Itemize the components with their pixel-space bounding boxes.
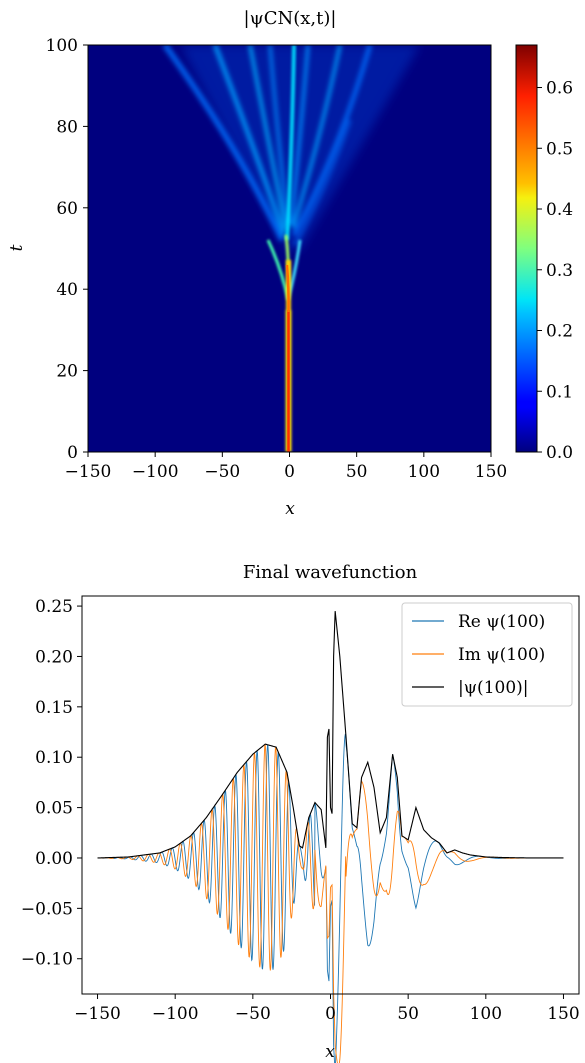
heatmap-y-tick-label: 100 xyxy=(46,36,78,56)
line-plot-x-tick-label: 0 xyxy=(325,1004,336,1024)
heatmap-x-tick-label: −50 xyxy=(204,462,240,482)
heatmap-x-label: x xyxy=(285,499,295,519)
line-plot-x-label: x xyxy=(325,1042,335,1062)
heatmap-x-tick-label: −100 xyxy=(132,462,179,482)
colorbar-tick-label: 0.2 xyxy=(546,322,573,342)
heatmap-y-tick-label: 20 xyxy=(56,362,78,382)
line-plot-x-tick-label: −50 xyxy=(235,1004,271,1024)
line-plot-series xyxy=(97,611,564,1063)
colorbar-tick-label: 0.3 xyxy=(546,261,573,281)
line-plot-y-tick-label: 0.05 xyxy=(35,799,73,819)
line-abs-psi xyxy=(97,611,564,859)
heatmap-x-ticks: −150 −100 −50 0 50 100 150 xyxy=(65,452,507,482)
colorbar-tick-label: 0.4 xyxy=(546,200,573,220)
heatmap-panel: |ψCN(x,t)| xyxy=(7,8,573,519)
heatmap-x-tick-label: 50 xyxy=(346,462,368,482)
line-plot-legend: Re ψ(100) Im ψ(100) |ψ(100)| xyxy=(401,602,573,707)
colorbar-ticks: 0.0 0.1 0.2 0.3 0.4 0.5 0.6 xyxy=(537,79,573,463)
heatmap-y-label: t xyxy=(7,244,27,251)
heatmap-x-tick-label: 100 xyxy=(408,462,440,482)
heatmap-title: |ψCN(x,t)| xyxy=(244,8,337,29)
colorbar-gradient xyxy=(516,45,537,452)
heatmap-upper-peak xyxy=(285,264,290,313)
heatmap-x-tick-label: 150 xyxy=(475,462,507,482)
line-plot-y-tick-label: −0.05 xyxy=(21,899,73,919)
legend-frame xyxy=(401,602,573,707)
colorbar-tick-label: 0.5 xyxy=(546,139,573,159)
line-plot-x-tick-label: 100 xyxy=(470,1004,502,1024)
heatmap-central-upper-streak xyxy=(285,45,296,241)
legend-label-re: Re ψ(100) xyxy=(458,612,545,632)
legend-label-abs: |ψ(100)| xyxy=(458,678,529,698)
heatmap-x-tick-label: −150 xyxy=(65,462,112,482)
line-plot-x-tick-label: 150 xyxy=(547,1004,579,1024)
line-plot-y-tick-label: −0.10 xyxy=(21,950,73,970)
line-plot-x-tick-label: −100 xyxy=(152,1004,199,1024)
heatmap-y-tick-label: 80 xyxy=(56,117,78,137)
colorbar-tick-label: 0.0 xyxy=(546,443,573,463)
line-plot-x-tick-label: 50 xyxy=(397,1004,419,1024)
heatmap-central-peak xyxy=(287,310,290,452)
line-plot-y-tick-label: 0.15 xyxy=(35,698,73,718)
colorbar-frame xyxy=(515,44,538,453)
heatmap-streaks xyxy=(162,45,373,246)
line-plot-y-tick-label: 0.10 xyxy=(35,748,73,768)
line-plot-panel: Final wavefunction −150 −100 −50 0 50 100 150 … xyxy=(21,562,580,1063)
heatmap-x-tick-label: 0 xyxy=(284,462,295,482)
colorbar-tick-label: 0.6 xyxy=(546,79,573,99)
line-plot-y-ticks: −0.10 −0.05 0.00 0.05 0.10 0.15 0.20 0.25 xyxy=(21,597,82,970)
heatmap-y-tick-label: 40 xyxy=(56,280,78,300)
heatmap-y-tick-label: 0 xyxy=(67,443,78,463)
heatmap-y-tick-label: 60 xyxy=(56,199,78,219)
line-plot-x-tick-label: −150 xyxy=(74,1004,121,1024)
line-plot-y-tick-label: 0.20 xyxy=(35,647,73,667)
legend-label-im: Im ψ(100) xyxy=(458,645,545,665)
line-plot-title: Final wavefunction xyxy=(243,562,418,583)
line-plot-y-tick-label: 0.25 xyxy=(35,597,73,617)
line-plot-x-ticks: −150 −100 −50 0 50 100 150 xyxy=(74,994,580,1024)
line-plot-y-tick-label: 0.00 xyxy=(35,849,73,869)
heatmap-y-ticks: 0 20 40 60 80 100 xyxy=(46,36,88,463)
heatmap-image xyxy=(88,45,491,452)
colorbar-tick-label: 0.1 xyxy=(546,382,573,402)
